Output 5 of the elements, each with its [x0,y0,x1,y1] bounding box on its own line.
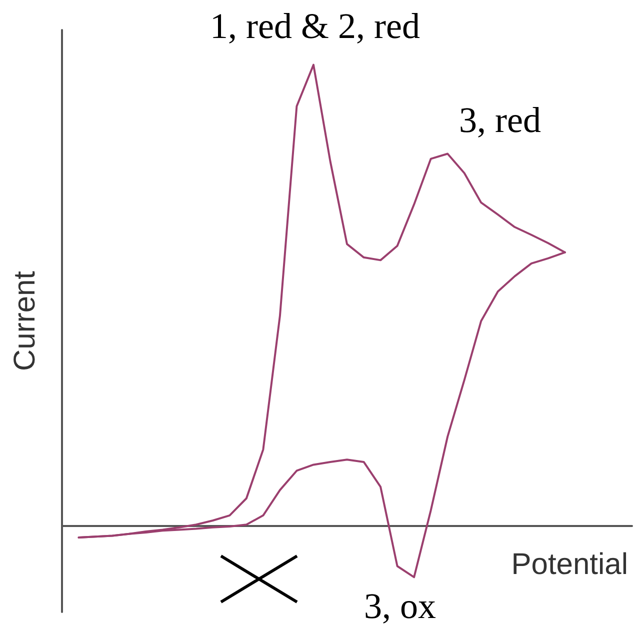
annotation: 3, red [459,100,541,140]
y-axis-title: Current [8,270,42,372]
text: 1, red & 2, red [210,6,420,46]
text: 3, ox [364,586,436,626]
x-axis-title: Potential [511,548,628,582]
